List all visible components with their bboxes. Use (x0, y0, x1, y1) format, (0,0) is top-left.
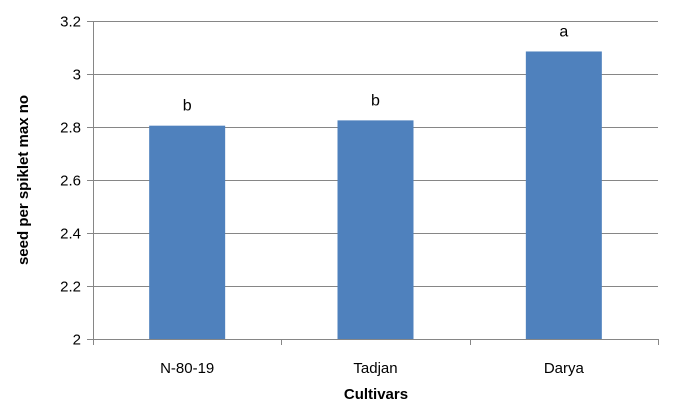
y-tick-label: 3.2 (60, 14, 81, 31)
bar-tadjan (337, 120, 414, 339)
bar-darya (525, 51, 602, 339)
data-label: b (371, 92, 380, 109)
y-tick-label: 2.6 (60, 173, 81, 190)
y-tick-label: 2 (73, 332, 81, 349)
y-tick-label: 2.2 (60, 279, 81, 296)
data-label: a (559, 23, 568, 40)
y-tick-label: 2.4 (60, 226, 81, 243)
y-axis-title: seed per spiklet max no (15, 95, 32, 265)
bar-n-80-19 (149, 125, 226, 339)
x-tick-label: N-80-19 (160, 360, 214, 377)
x-tick-label: Darya (544, 360, 585, 377)
x-axis-title: Cultivars (344, 386, 408, 403)
x-tick-label: Tadjan (353, 360, 397, 377)
y-tick-label: 2.8 (60, 120, 81, 137)
y-tick-label: 3 (73, 67, 81, 84)
data-label: b (183, 98, 192, 115)
